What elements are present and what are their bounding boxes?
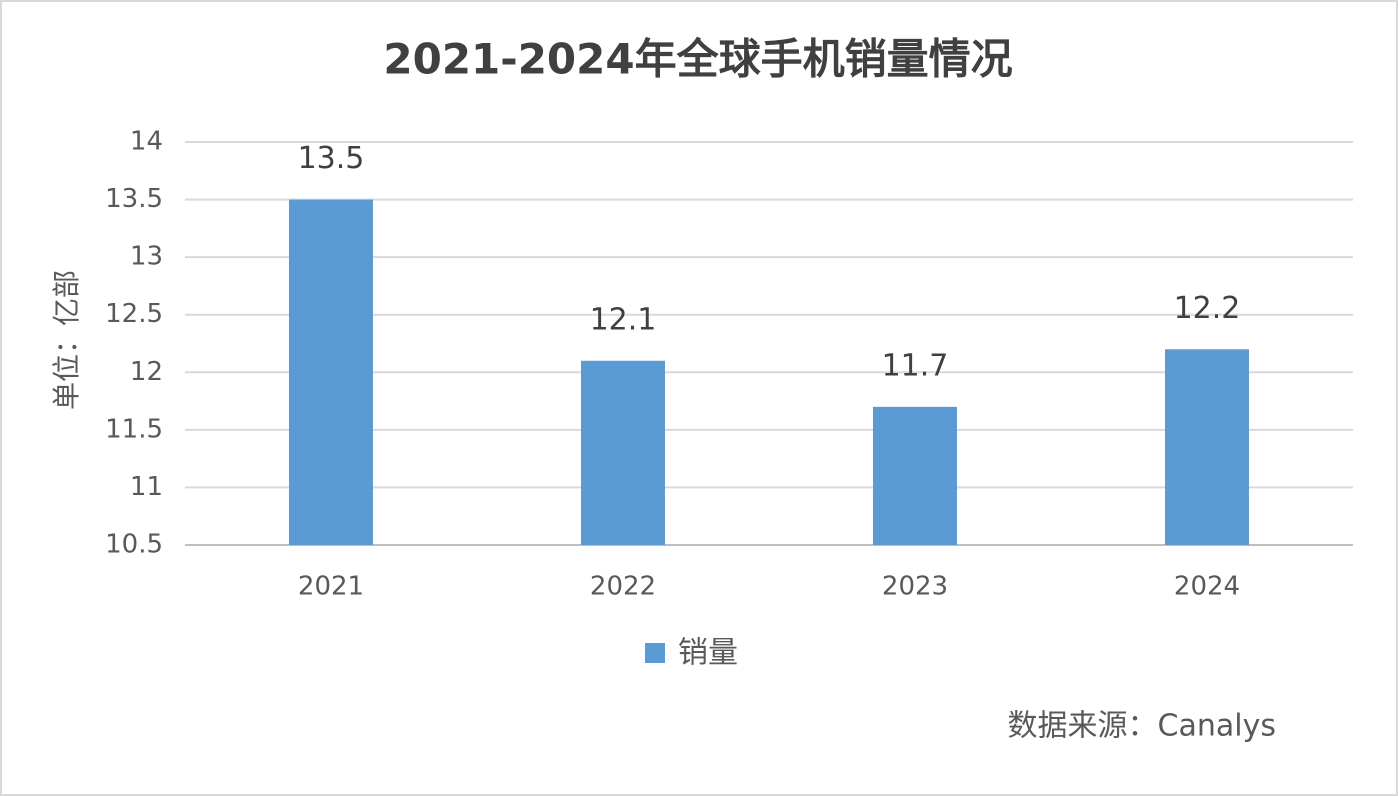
bar bbox=[289, 199, 373, 546]
data-label: 12.1 bbox=[590, 302, 657, 337]
y-tick-label: 11 bbox=[130, 472, 163, 502]
data-label: 13.5 bbox=[298, 141, 365, 176]
y-tick-label: 12.5 bbox=[105, 299, 163, 329]
y-tick-label: 13 bbox=[130, 242, 163, 272]
chart-title: 2021-2024年全球手机销量情况 bbox=[383, 35, 1012, 84]
data-label: 12.2 bbox=[1174, 291, 1241, 326]
data-label: 11.7 bbox=[882, 348, 949, 383]
y-tick-label: 12 bbox=[130, 357, 163, 387]
x-tick-label: 2021 bbox=[298, 572, 364, 602]
y-tick-label: 14 bbox=[130, 127, 163, 157]
y-tick-label: 11.5 bbox=[105, 414, 163, 444]
x-tick-label: 2022 bbox=[590, 572, 656, 602]
y-tick-label: 13.5 bbox=[105, 184, 163, 214]
bar bbox=[1165, 349, 1249, 545]
x-tick-label: 2024 bbox=[1174, 572, 1240, 602]
x-tick-label: 2023 bbox=[882, 572, 948, 602]
y-tick-label: 10.5 bbox=[105, 530, 163, 560]
bar bbox=[581, 360, 665, 545]
legend-label: 销量 bbox=[678, 636, 738, 671]
source-note: 数据来源：Canalys bbox=[1008, 709, 1276, 744]
bar bbox=[873, 406, 957, 545]
legend-swatch bbox=[645, 643, 665, 663]
y-axis-label: 单位：亿部 bbox=[50, 270, 83, 410]
